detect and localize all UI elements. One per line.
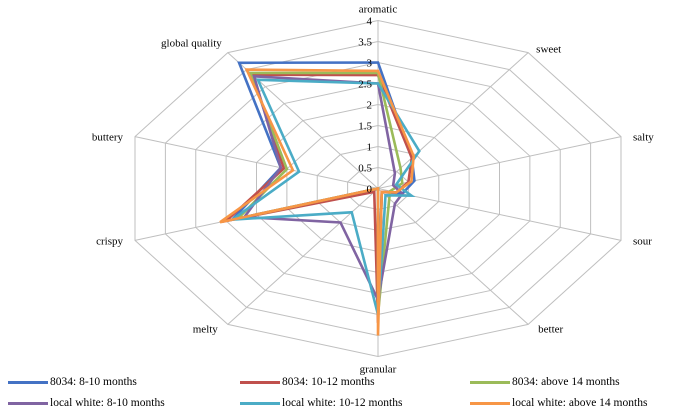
- axis-label-salty: salty: [633, 132, 654, 144]
- tick-label: 2: [367, 100, 373, 112]
- legend-item: 8034: 8-10 months: [8, 376, 137, 388]
- tick-label: 4: [367, 16, 373, 28]
- axis-label-crispy: crispy: [96, 235, 123, 247]
- legend-label: local white: 10-12 months: [282, 397, 403, 409]
- legend-swatch: [8, 401, 48, 405]
- axis-label-buttery: buttery: [92, 132, 124, 144]
- axis-label-sweet: sweet: [536, 44, 561, 56]
- legend-item: local white: 8-10 months: [8, 397, 165, 409]
- tick-label: 0: [367, 184, 373, 196]
- tick-labels: 0 0.5 1 1.5 2 2.5 3 3.5 4: [358, 16, 372, 196]
- axis-spoke: [377, 188, 622, 241]
- axis-label-aromatic: aromatic: [359, 4, 398, 16]
- legend-swatch: [8, 380, 48, 384]
- legend-swatch: [240, 380, 280, 384]
- axis-label-granular: granular: [360, 364, 397, 376]
- tick-label: 3.5: [358, 37, 372, 49]
- axis-spoke: [377, 52, 529, 189]
- radar-chart: 0 0.5 1 1.5 2 2.5 3 3.5 4 aromatic sweet salty sour…: [92, 4, 654, 376]
- tick-label: 1: [367, 142, 373, 154]
- legend-item: local white: above 14 months: [470, 397, 647, 409]
- axis-spoke: [134, 136, 379, 189]
- axis-spoke: [377, 188, 529, 325]
- series-lines: [219, 61, 421, 336]
- axis-label-sour: sour: [633, 235, 652, 247]
- axis-labels: aromatic sweet salty sour better granular melt…: [92, 4, 654, 376]
- tick-label: 0.5: [358, 163, 372, 175]
- tick-label: 3: [367, 58, 373, 70]
- legend: 8034: 8-10 months 8034: 10-12 months 8034:…: [0, 376, 700, 415]
- legend-swatch: [470, 401, 510, 405]
- axis-label-global-quality: global quality: [161, 38, 222, 50]
- axis-spoke: [377, 136, 622, 189]
- legend-item: 8034: 10-12 months: [240, 376, 375, 388]
- legend-label: 8034: above 14 months: [512, 376, 620, 388]
- axis-label-better: better: [538, 323, 563, 335]
- series-line-6: [219, 68, 415, 336]
- tick-label: 2.5: [358, 79, 372, 91]
- axis-spoke: [227, 188, 379, 325]
- axis-label-melty: melty: [193, 323, 219, 335]
- legend-swatch: [240, 401, 280, 405]
- legend-item: local white: 10-12 months: [240, 397, 402, 409]
- legend-swatch: [470, 380, 510, 384]
- legend-label: 8034: 8-10 months: [50, 376, 137, 388]
- tick-label: 1.5: [358, 121, 372, 133]
- legend-label: local white: 8-10 months: [50, 397, 165, 409]
- legend-item: 8034: above 14 months: [470, 376, 620, 388]
- legend-label: local white: above 14 months: [512, 397, 648, 409]
- legend-label: 8034: 10-12 months: [282, 376, 375, 388]
